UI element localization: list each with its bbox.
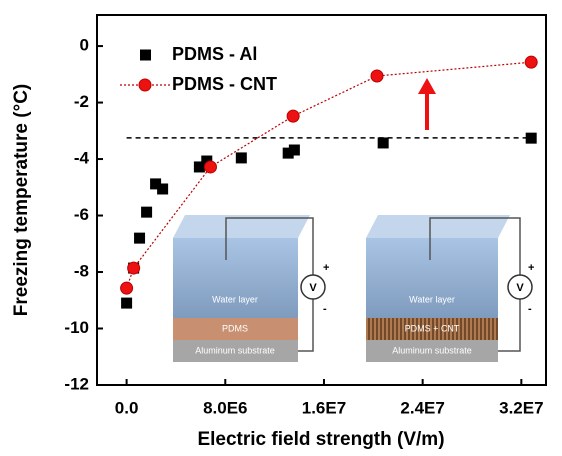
cnt-layer <box>366 318 498 340</box>
data-point <box>524 55 538 69</box>
water-layer <box>366 238 498 318</box>
layer-label: PDMS <box>222 323 248 333</box>
layer-label: Water layer <box>409 294 455 304</box>
minus-label: - <box>323 303 327 315</box>
data-point <box>201 155 213 167</box>
voltmeter <box>300 274 326 300</box>
water-layer <box>173 238 298 318</box>
layer-label: Aluminum substrate <box>392 345 472 355</box>
data-point <box>157 183 169 195</box>
y-tick-label: -4 <box>74 149 90 168</box>
y-tick-label: -12 <box>64 374 89 393</box>
legend-marker <box>138 78 152 92</box>
x-tick-label: 1.6E7 <box>302 398 346 417</box>
meter-label: V <box>309 282 317 294</box>
wire <box>225 217 314 275</box>
plot-frame <box>96 14 547 386</box>
voltmeter <box>507 274 533 300</box>
meter-label: V <box>516 282 524 294</box>
y-tick-label: 0 <box>80 36 89 55</box>
arrow-head <box>418 78 436 94</box>
data-point <box>377 137 389 149</box>
inset-diagram: Water layer PDMS Aluminum substrate V + … <box>173 215 329 362</box>
data-point <box>193 161 205 173</box>
y-tick-label: -2 <box>74 92 89 111</box>
x-tick-label: 3.2E7 <box>499 398 543 417</box>
data-point <box>127 261 141 275</box>
al-layer <box>173 340 298 362</box>
x-axis-label: Electric field strength (V/m) <box>197 429 444 450</box>
al-layer <box>366 340 498 362</box>
layer-label: Water layer <box>212 294 258 304</box>
x-tick-label: 0.0 <box>115 398 139 417</box>
inset-diagram: Water layer PDMS + CNT Aluminum substrat… <box>366 215 534 362</box>
data-point <box>286 109 300 123</box>
data-point <box>525 132 537 144</box>
data-point <box>282 147 294 159</box>
data-point <box>121 297 133 309</box>
minus-label: - <box>528 303 532 315</box>
y-tick-label: -8 <box>74 262 89 281</box>
legend-label: PDMS - Al <box>172 44 257 64</box>
legend-label: PDMS - CNT <box>172 74 277 94</box>
data-point <box>134 232 146 244</box>
y-tick-label: -6 <box>74 205 89 224</box>
data-point <box>235 152 247 164</box>
pdms-layer <box>173 318 298 340</box>
layer-label: Aluminum substrate <box>195 345 275 355</box>
data-point <box>203 160 217 174</box>
data-point <box>370 69 384 83</box>
plus-label: + <box>528 262 534 274</box>
data-point <box>120 281 134 295</box>
x-tick-label: 8.0E6 <box>203 398 247 417</box>
wire <box>298 299 314 352</box>
data-point <box>288 144 300 156</box>
legend-marker <box>140 49 151 61</box>
x-tick-label: 2.4E7 <box>400 398 444 417</box>
y-axis-label: Freezing temperature (°C) <box>11 84 32 316</box>
data-point <box>141 206 153 218</box>
plus-label: + <box>323 262 329 274</box>
y-tick-label: -10 <box>64 318 89 337</box>
wire <box>498 299 521 352</box>
wire <box>429 217 521 275</box>
data-point <box>150 178 162 190</box>
slab-top <box>173 215 310 238</box>
layer-label: PDMS + CNT <box>405 323 460 333</box>
slab-top <box>366 215 510 238</box>
